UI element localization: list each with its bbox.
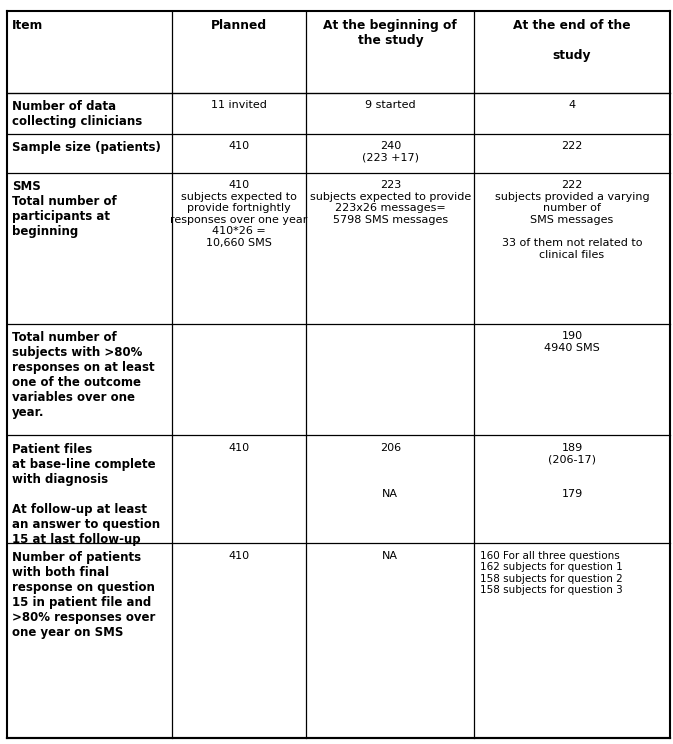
Text: 160 For all three questions
162 subjects for question 1
158 subjects for questio: 160 For all three questions 162 subjects… xyxy=(480,551,623,595)
Text: Number of patients
with both final
response on question
15 in patient file and
>: Number of patients with both final respo… xyxy=(12,551,155,638)
Text: 222: 222 xyxy=(561,141,583,151)
Text: SMS
Total number of
participants at
beginning: SMS Total number of participants at begi… xyxy=(12,180,117,238)
Text: Sample size (patients): Sample size (patients) xyxy=(12,141,161,154)
Text: 4: 4 xyxy=(569,100,575,110)
Text: Number of data
collecting clinicians: Number of data collecting clinicians xyxy=(12,100,143,129)
Text: 240
(223 +17): 240 (223 +17) xyxy=(362,141,419,163)
Text: 206



NA: 206 NA xyxy=(380,443,401,499)
Text: NA: NA xyxy=(382,551,398,560)
Text: 410: 410 xyxy=(228,141,250,151)
Text: Planned: Planned xyxy=(211,19,267,31)
Text: Total number of
subjects with >80%
responses on at least
one of the outcome
vari: Total number of subjects with >80% respo… xyxy=(12,331,155,419)
Text: 189
(206-17)


179: 189 (206-17) 179 xyxy=(548,443,596,499)
Text: At the end of the

study: At the end of the study xyxy=(513,19,631,62)
Text: 410: 410 xyxy=(228,443,250,452)
Text: 410
subjects expected to
provide fortnightly
responses over one year
410*26 =
10: 410 subjects expected to provide fortnig… xyxy=(170,180,308,248)
Text: 410: 410 xyxy=(228,551,250,560)
Text: 11 invited: 11 invited xyxy=(211,100,267,110)
Text: 223
subjects expected to provide
223x26 messages=
5798 SMS messages: 223 subjects expected to provide 223x26 … xyxy=(310,180,471,225)
Text: 190
4940 SMS: 190 4940 SMS xyxy=(544,331,600,353)
Text: 222
subjects provided a varying
number of
SMS messages

33 of them not related t: 222 subjects provided a varying number o… xyxy=(495,180,649,260)
Text: Item: Item xyxy=(12,19,43,31)
Text: At the beginning of
the study: At the beginning of the study xyxy=(324,19,457,47)
Text: 9 started: 9 started xyxy=(365,100,416,110)
Text: Patient files
at base-line complete
with diagnosis

At follow-up at least
an ans: Patient files at base-line complete with… xyxy=(12,443,160,545)
